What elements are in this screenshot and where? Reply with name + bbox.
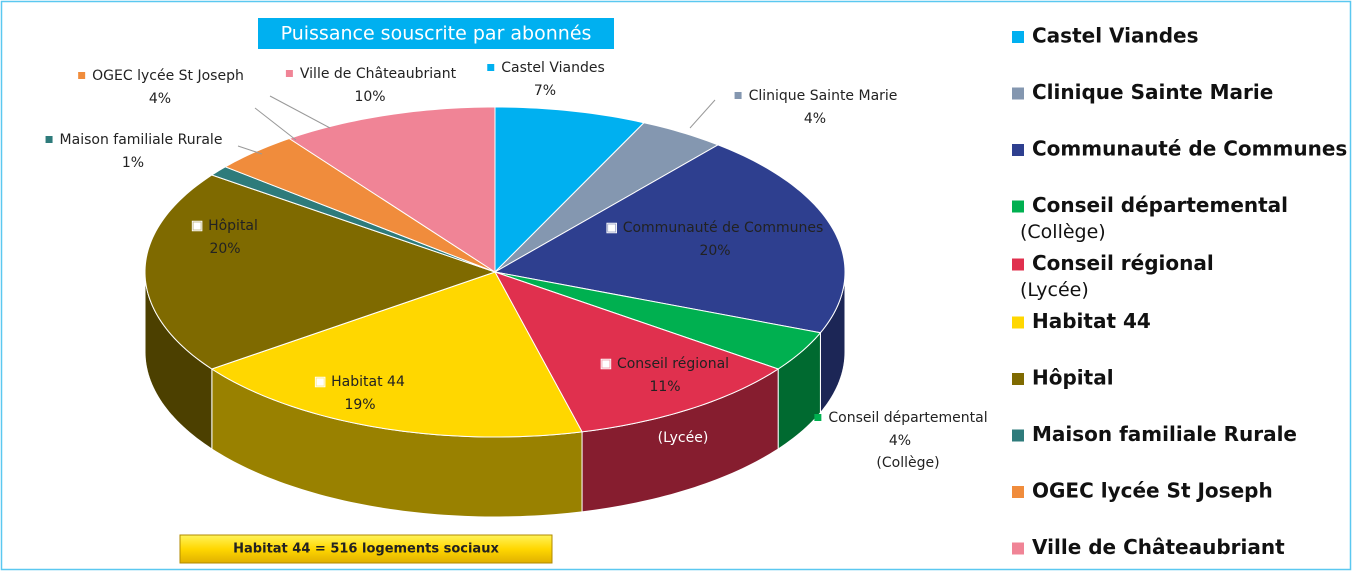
data-label-value: 7% bbox=[534, 83, 556, 99]
leader-line bbox=[237, 145, 263, 155]
annotation: Habitat 44 = 516 logements sociaux bbox=[233, 542, 499, 557]
legend-swatch bbox=[1012, 144, 1024, 156]
data-label-value: 4% bbox=[889, 433, 911, 449]
slice bbox=[288, 106, 496, 273]
data-label-key bbox=[734, 92, 742, 99]
legend-label: Conseil régional bbox=[1032, 251, 1214, 275]
data-label-value: 11% bbox=[649, 379, 680, 395]
slice bbox=[494, 106, 646, 274]
data-label-key bbox=[606, 223, 617, 233]
data-label-value: 10% bbox=[354, 89, 385, 105]
data-label-name: Conseil départemental bbox=[828, 410, 987, 426]
slice bbox=[493, 271, 780, 433]
slice bbox=[494, 122, 720, 273]
slice bbox=[493, 144, 846, 334]
legend-swatch bbox=[1012, 429, 1024, 442]
data-label-key bbox=[600, 359, 611, 369]
data-label-name: Communauté de Communes bbox=[623, 220, 824, 236]
slice bbox=[210, 271, 583, 438]
legend-swatch bbox=[1012, 542, 1024, 555]
data-label-name: Clinique Sainte Marie bbox=[749, 88, 898, 104]
data-label-value: 1% bbox=[122, 155, 144, 171]
data-label-key-inner bbox=[601, 359, 611, 369]
legend-swatch bbox=[1012, 373, 1024, 385]
data-label-key bbox=[285, 70, 293, 77]
legend-label: Castel Viandes bbox=[1032, 24, 1199, 48]
data-label-name: OGEC lycée St Joseph bbox=[92, 68, 244, 84]
data-label-key-inner bbox=[192, 221, 202, 231]
leader-line bbox=[269, 95, 331, 129]
legend-label: OGEC lycée St Joseph bbox=[1032, 479, 1273, 503]
data-label-name: Habitat 44 bbox=[331, 374, 405, 390]
chart-title: Puissance souscrite par abonnés bbox=[281, 23, 592, 45]
leader-line bbox=[689, 99, 716, 129]
data-label-note: (Collège) bbox=[876, 455, 939, 471]
data-label-key bbox=[45, 136, 53, 143]
data-label-value: 19% bbox=[344, 397, 375, 413]
legend-note: (Lycée) bbox=[1020, 279, 1089, 301]
legend-label: Clinique Sainte Marie bbox=[1032, 80, 1273, 104]
data-label-key bbox=[192, 221, 203, 231]
legend-note: (Collège) bbox=[1020, 221, 1106, 243]
legend-swatch bbox=[1012, 486, 1024, 498]
data-label-name: Ville de Châteaubriant bbox=[300, 66, 457, 82]
legend-label: Habitat 44 bbox=[1032, 309, 1151, 333]
data-label-name: Castel Viandes bbox=[501, 60, 605, 76]
pie bbox=[144, 106, 846, 518]
legend-label: Communauté de Communes bbox=[1032, 137, 1347, 161]
data-label-key bbox=[487, 64, 495, 71]
legend-swatch bbox=[1012, 87, 1024, 100]
slice bbox=[494, 271, 822, 370]
legend-label: Conseil départemental bbox=[1032, 193, 1288, 217]
annotation-box bbox=[179, 534, 553, 564]
data-label-note: (Lycée) bbox=[658, 430, 709, 446]
legend-swatch bbox=[1012, 200, 1024, 213]
legend-label: Ville de Châteaubriant bbox=[1032, 535, 1285, 559]
data-label-key-inner bbox=[315, 377, 325, 387]
data-label-name: Maison familiale Rurale bbox=[60, 132, 223, 148]
legend-swatch bbox=[1012, 258, 1024, 271]
data-label-key bbox=[315, 377, 326, 387]
legend-label: Maison familiale Rurale bbox=[1032, 422, 1297, 446]
title-box bbox=[258, 18, 614, 49]
legend-swatch bbox=[1012, 316, 1024, 329]
data-label-value: 20% bbox=[699, 243, 730, 259]
data-label-key bbox=[78, 72, 86, 79]
data-label-name: Hôpital bbox=[208, 218, 258, 234]
data-label-key-inner bbox=[607, 223, 617, 233]
data-label-value: 4% bbox=[149, 91, 171, 107]
data-label-key bbox=[814, 414, 822, 421]
legend-label: Hôpital bbox=[1032, 366, 1114, 390]
slice bbox=[144, 174, 497, 370]
data-label-name: Conseil régional bbox=[617, 356, 729, 372]
data-label-value: 4% bbox=[804, 111, 826, 127]
data-label-value: 20% bbox=[209, 241, 240, 257]
legend-swatch bbox=[1012, 31, 1024, 43]
leader-line bbox=[254, 107, 297, 141]
